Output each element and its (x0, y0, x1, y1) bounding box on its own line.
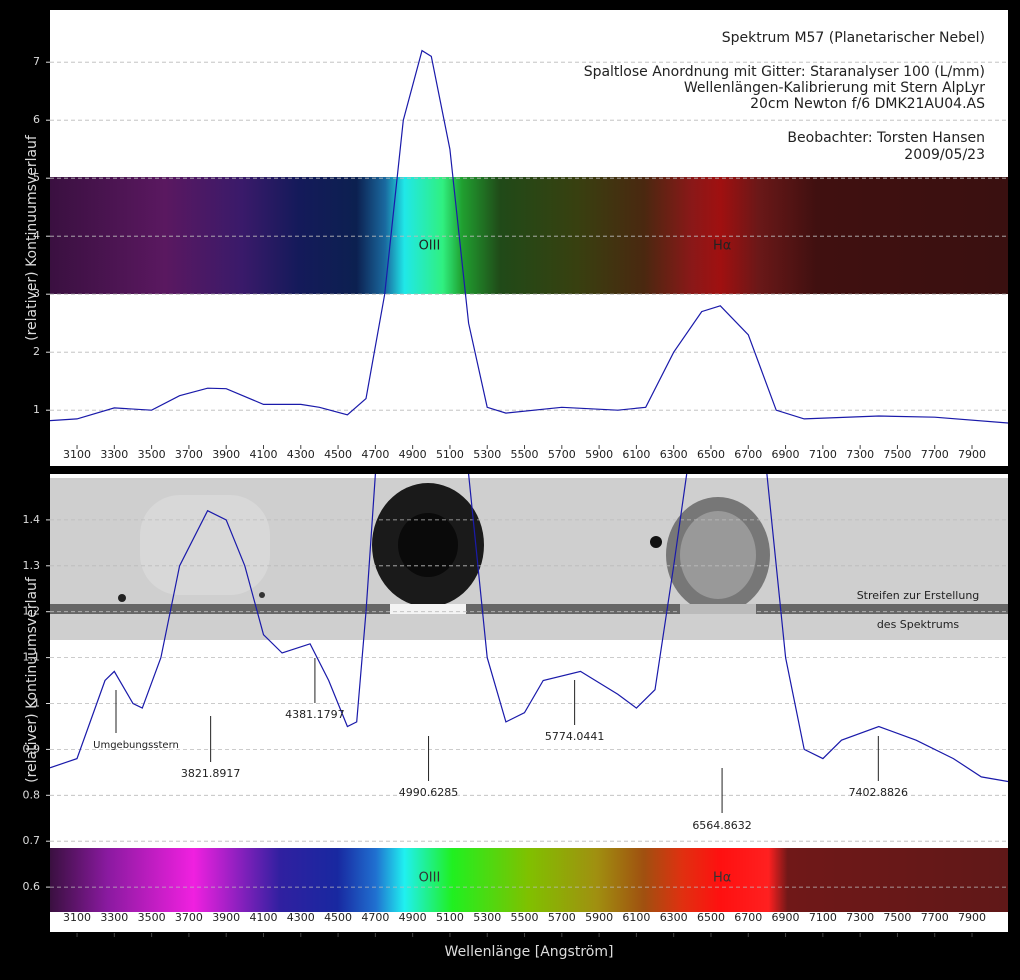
chart-title: Spektrum M57 (Planetarischer Nebel) (722, 30, 985, 46)
x-tick-label: 3900 (212, 911, 240, 924)
y-tick-label: 4 (33, 229, 40, 242)
y-tick-label: 6 (33, 113, 40, 126)
band-label: Hα (713, 239, 731, 254)
x-tick-label: 3900 (212, 448, 240, 461)
y-tick-label: 7 (33, 55, 40, 68)
band-label: Hα (713, 871, 731, 886)
x-tick-label: 4100 (249, 448, 277, 461)
x-tick-label: 3500 (138, 448, 166, 461)
note: Beobachter: Torsten Hansen (787, 130, 985, 146)
x-tick-label: 4900 (399, 448, 427, 461)
y-tick-label: 0.7 (23, 834, 41, 847)
note: 2009/05/23 (904, 147, 985, 163)
x-tick-label: 7300 (846, 911, 874, 924)
data-line (50, 474, 1008, 783)
spectrum-band (50, 848, 1008, 912)
stripe-label: des Spektrums (877, 618, 960, 631)
x-tick-label: 4100 (249, 911, 277, 924)
x-tick-label: 3500 (138, 911, 166, 924)
x-tick-label: 5700 (548, 911, 576, 924)
x-tick-label: 4700 (361, 448, 389, 461)
band-label: OIII (419, 239, 441, 254)
annotation-label: 5774.0441 (545, 730, 605, 743)
x-tick-label: 6100 (622, 448, 650, 461)
x-tick-label: 3700 (175, 448, 203, 461)
x-tick-label: 6300 (660, 448, 688, 461)
x-tick-label: 5500 (511, 448, 539, 461)
note: Spaltlose Anordnung mit Gitter: Staranal… (584, 64, 985, 80)
y-tick-label: 0.8 (23, 788, 41, 801)
x-tick-label: 6700 (734, 448, 762, 461)
note: 20cm Newton f/6 DMK21AU04.AS (750, 96, 985, 112)
y-axis-label: (relativer) Kontinuumsverlauf (24, 576, 40, 783)
x-tick-label: 4700 (361, 911, 389, 924)
spectrum-band (50, 177, 1008, 294)
x-tick-label: 7100 (809, 911, 837, 924)
x-tick-label: 7900 (958, 448, 986, 461)
y-tick-label: 2 (33, 345, 40, 358)
x-tick-label: 6500 (697, 911, 725, 924)
x-tick-label: 7300 (846, 448, 874, 461)
y-tick-label: 3 (33, 287, 40, 300)
x-tick-label: 3100 (63, 448, 91, 461)
x-tick-label: 4300 (287, 911, 315, 924)
x-tick-label: 3300 (100, 911, 128, 924)
y-tick-label: 0.6 (23, 880, 41, 893)
x-tick-label: 6900 (772, 448, 800, 461)
x-tick-label: 3100 (63, 911, 91, 924)
annotation-label: 3821.8917 (181, 767, 241, 780)
x-tick-label: 7500 (883, 911, 911, 924)
star-label: Umgebungsstern (93, 740, 179, 751)
x-tick-label: 7900 (958, 911, 986, 924)
band-label: OIII (419, 871, 441, 886)
x-tick-label: 5100 (436, 448, 464, 461)
x-tick-label: 5900 (585, 911, 613, 924)
y-tick-label: 1.1 (23, 651, 41, 664)
annotation-label: 4381.1797 (285, 708, 345, 721)
y-tick-label: 0.9 (23, 742, 41, 755)
y-tick-label: 1.2 (23, 605, 41, 618)
x-tick-label: 7700 (921, 448, 949, 461)
y-tick-label: 1.4 (23, 513, 41, 526)
x-tick-label: 5300 (473, 448, 501, 461)
x-tick-label: 4300 (287, 448, 315, 461)
y-tick-label: 1 (33, 403, 40, 416)
x-tick-label: 5300 (473, 911, 501, 924)
x-tick-label: 7700 (921, 911, 949, 924)
x-axis-label: Wellenlänge [Angström] (445, 944, 614, 960)
data-line (50, 49, 1008, 424)
note: Wellenlängen-Kalibrierung mit Stern AlpL… (684, 80, 985, 96)
x-tick-label: 5700 (548, 448, 576, 461)
y-tick-label: 1 (33, 697, 40, 710)
x-tick-label: 3300 (100, 448, 128, 461)
x-tick-label: 6500 (697, 448, 725, 461)
x-tick-label: 5500 (511, 911, 539, 924)
x-tick-label: 6900 (772, 911, 800, 924)
x-tick-label: 7100 (809, 448, 837, 461)
x-tick-label: 5900 (585, 448, 613, 461)
x-tick-label: 6700 (734, 911, 762, 924)
x-tick-label: 6100 (622, 911, 650, 924)
y-tick-label: 1.3 (23, 559, 41, 572)
nebula-image (50, 478, 1008, 640)
y-axis-label: (relativer) Kontinuumsverlauf (24, 134, 40, 341)
y-tick-label: 5 (33, 171, 40, 184)
x-tick-label: 4500 (324, 448, 352, 461)
x-tick-label: 3700 (175, 911, 203, 924)
x-tick-label: 6300 (660, 911, 688, 924)
annotation-label: 4990.6285 (399, 786, 459, 799)
annotation-label: 7402.8826 (849, 786, 909, 799)
x-tick-label: 5100 (436, 911, 464, 924)
stripe-label: Streifen zur Erstellung (857, 589, 980, 602)
x-tick-label: 4900 (399, 911, 427, 924)
x-tick-label: 7500 (883, 448, 911, 461)
annotation-label: 6564.8632 (692, 819, 752, 832)
x-tick-label: 4500 (324, 911, 352, 924)
